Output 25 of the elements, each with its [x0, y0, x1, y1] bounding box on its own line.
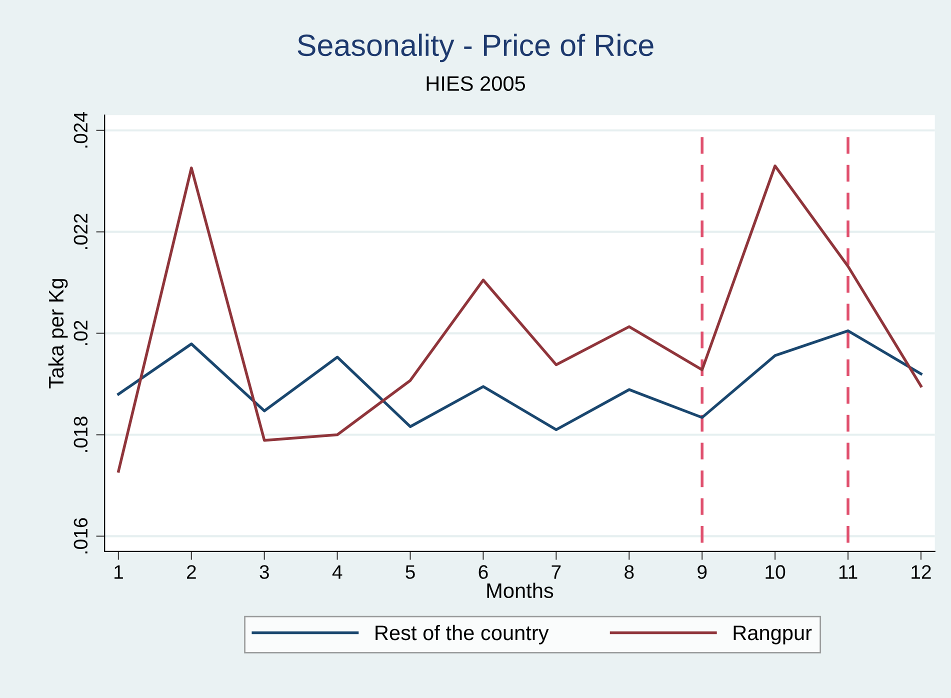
x-tick-label: 12: [912, 565, 931, 579]
chart-title: Seasonality - Price of Rice: [298, 34, 654, 62]
line-series: [117, 329, 922, 432]
x-tick-label: 1: [114, 565, 123, 579]
x-tick-label: 8: [624, 565, 634, 579]
line-series: [117, 164, 922, 473]
legend-label: Rangpur: [734, 626, 812, 644]
x-tick-label: 3: [260, 565, 269, 579]
x-tick-label: 7: [552, 565, 561, 579]
y-tick-label: .016: [74, 518, 88, 554]
y-tick-label: .024: [74, 112, 88, 148]
x-tick-label: 9: [698, 565, 707, 579]
x-tick-label: 10: [766, 565, 786, 579]
x-axis-title: Months: [487, 582, 554, 598]
y-axis-title: Taka per Kg: [48, 279, 68, 388]
x-tick-label: 5: [406, 565, 415, 579]
x-tick-label: 6: [478, 565, 488, 579]
legend-label: Rest of the country: [376, 624, 549, 644]
x-tick-label: 4: [332, 565, 342, 579]
chart-subtitle: HIES 2005: [426, 76, 526, 91]
y-tick-label: .022: [74, 214, 88, 249]
y-tick-label: .018: [74, 416, 88, 452]
x-tick-label: 11: [839, 565, 858, 579]
y-tick-label: .02: [74, 320, 88, 346]
x-tick-label: 2: [187, 565, 196, 579]
